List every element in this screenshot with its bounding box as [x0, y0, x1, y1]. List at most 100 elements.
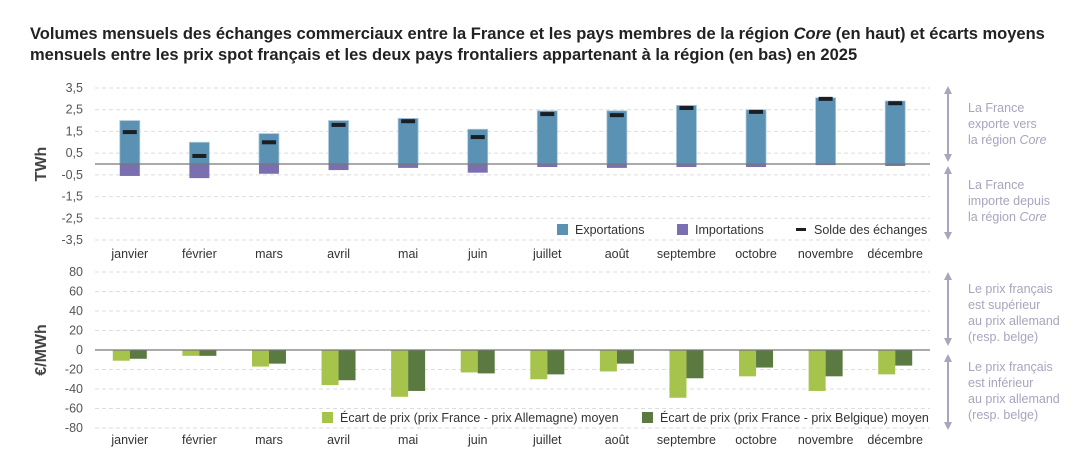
y-tick-label: 20: [69, 324, 83, 338]
belgium-gap-bar: [338, 350, 356, 381]
import-bar: [398, 164, 419, 168]
annotation-line: la région: [968, 133, 1020, 147]
y-tick-label: -2,5: [61, 211, 83, 225]
x-tick-label: décembre: [867, 433, 923, 447]
annotation-line: au prix allemand: [968, 314, 1060, 328]
annotation-bottom-lower: Le prix français est inférieur au prix a…: [968, 359, 1060, 423]
annotation-line: au prix allemand: [968, 392, 1060, 406]
belgium-gap-bar: [825, 350, 843, 377]
annotation-line: est inférieur: [968, 376, 1034, 390]
belgium-gap-bar: [547, 350, 565, 375]
x-tick-label: décembre: [867, 247, 923, 261]
arrow-up-icon: [944, 272, 952, 280]
import-bar: [189, 164, 210, 179]
belgium-gap-bar: [199, 350, 217, 356]
x-tick-label: février: [182, 433, 217, 447]
export-bar: [328, 120, 349, 165]
y-tick-label: 60: [69, 285, 83, 299]
x-tick-label: juillet: [532, 433, 562, 447]
y-tick-label: -1,5: [61, 190, 83, 204]
x-tick-label: février: [182, 247, 217, 261]
belgium-gap-bar: [477, 350, 495, 374]
annotation-top-imports: La France importe depuis la région Core: [968, 177, 1050, 225]
germany-gap-bar: [251, 350, 269, 367]
arrow-down-icon: [944, 338, 952, 346]
legend-swatch: [322, 412, 333, 423]
legend-label: Exportations: [575, 223, 644, 237]
x-tick-label: juin: [467, 433, 488, 447]
belgium-gap-bar: [686, 350, 704, 379]
annotation-line: (resp. belge): [968, 330, 1039, 344]
x-tick-label: janvier: [110, 247, 148, 261]
belgium-gap-bar: [895, 350, 913, 366]
import-bar: [328, 164, 349, 171]
belgium-gap-bar: [408, 350, 426, 391]
y-tick-label: -20: [65, 363, 83, 377]
legend-label: Écart de prix (prix France - prix Belgiq…: [660, 410, 929, 425]
legend-label: Importations: [695, 223, 764, 237]
x-tick-label: avril: [327, 247, 350, 261]
export-bar: [745, 109, 767, 165]
balance-marker: [888, 101, 903, 106]
x-tick-label: mars: [255, 433, 283, 447]
import-bar: [537, 164, 558, 168]
y-tick-label: -0,5: [61, 168, 83, 182]
arrow-up-icon: [944, 166, 952, 174]
germany-gap-bar: [739, 350, 757, 377]
y-tick-label: 80: [69, 265, 83, 279]
germany-gap-bar: [878, 350, 896, 375]
top-chart: 3,5 2,5 1,5 0,5 -0,5 -1,5 -2,5 -3,5 janvier févri…: [61, 81, 930, 261]
export-bar: [467, 128, 489, 165]
import-bar: [885, 164, 906, 166]
bottom-chart: 80 60 40 20 0 -20 -40 -60 -80 janvier février mars a…: [65, 265, 930, 447]
import-bar: [258, 164, 279, 174]
x-tick-label: août: [605, 247, 630, 261]
annotation-line: La France: [968, 178, 1025, 192]
annotation-italic: Core: [1019, 133, 1047, 147]
germany-gap-bar: [599, 350, 617, 372]
export-bar: [397, 118, 419, 165]
annotation-line: exporte vers: [968, 117, 1037, 131]
annotation-italic: Core: [1019, 210, 1047, 224]
germany-gap-bar: [460, 350, 478, 373]
title-text-end: (en haut) et écarts moyens mensuels entr…: [30, 25, 1045, 64]
belgium-gap-bar: [616, 350, 634, 364]
y-tick-label: 1,5: [66, 124, 83, 138]
x-tick-label: mai: [398, 247, 418, 261]
legend-label: Solde des échanges: [814, 223, 927, 237]
top-y-axis-label: TWh: [33, 147, 50, 182]
balance-marker: [609, 113, 624, 118]
import-bar: [676, 164, 697, 168]
import-bar: [467, 164, 488, 173]
legend-label: Écart de prix (prix France - prix Allema…: [340, 410, 619, 425]
export-bar: [536, 110, 558, 165]
belgium-gap-bar: [756, 350, 774, 368]
legend-swatch: [557, 224, 568, 235]
balance-marker: [540, 112, 555, 117]
balance-marker: [749, 109, 764, 114]
balance-marker: [261, 140, 276, 145]
legend-swatch: [642, 412, 653, 423]
germany-gap-bar: [808, 350, 826, 391]
y-tick-label: 0: [76, 343, 83, 357]
annotation-line: (resp. belge): [968, 408, 1039, 422]
x-tick-label: juillet: [532, 247, 562, 261]
import-bar: [746, 164, 767, 168]
x-tick-label: janvier: [110, 433, 148, 447]
x-tick-label: novembre: [798, 433, 854, 447]
title-italic: Core: [793, 25, 832, 43]
annotation-arrows: [944, 86, 952, 430]
balance-marker: [331, 122, 346, 127]
export-bar: [884, 100, 906, 165]
export-bar: [606, 110, 628, 165]
y-tick-label: 0,5: [66, 146, 83, 160]
title-text: Volumes mensuels des échanges commerciau…: [30, 25, 794, 43]
annotation-bottom-higher: Le prix français est supérieur au prix a…: [968, 281, 1060, 345]
y-tick-label: -80: [65, 421, 83, 435]
x-tick-label: novembre: [798, 247, 854, 261]
y-tick-label: 3,5: [66, 81, 83, 95]
legend-swatch: [677, 224, 688, 235]
annotation-line: importe depuis: [968, 194, 1050, 208]
balance-marker: [122, 130, 137, 135]
